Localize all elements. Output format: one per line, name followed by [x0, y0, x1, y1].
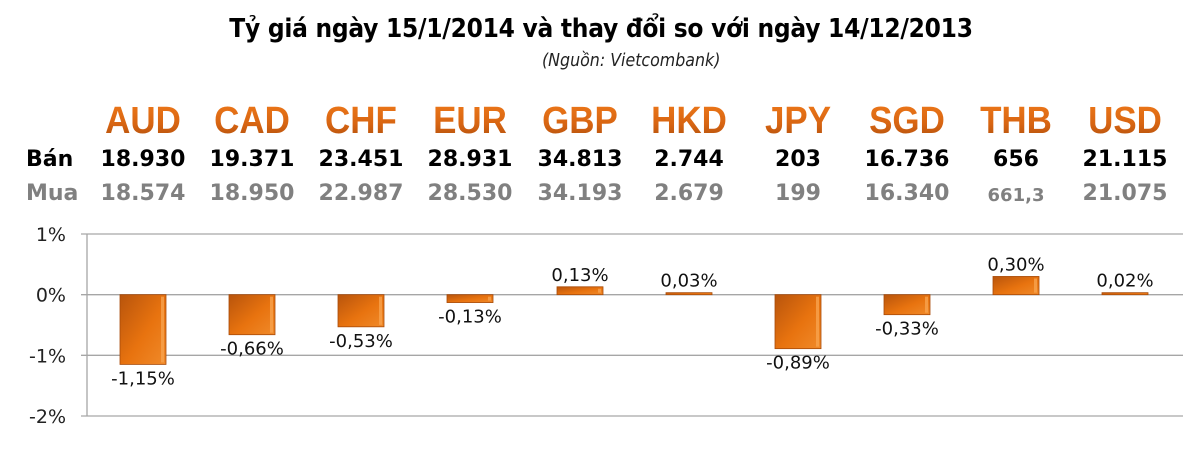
data-label-cad: -0,66%	[220, 339, 284, 360]
sell-rate-hkd: 2.744	[654, 147, 724, 172]
currency-code-chf: CHF	[310, 100, 411, 143]
bar-usd	[1101, 292, 1149, 296]
buy-rate-thb: 661,3	[987, 185, 1045, 206]
sell-rate-gbp: 34.813	[537, 147, 623, 172]
buy-rate-hkd: 2.679	[654, 181, 724, 206]
sell-rate-cad: 19.371	[209, 147, 295, 172]
y-axis: 1% 0% -1% -2%	[29, 224, 88, 428]
data-label-chf: -0,53%	[329, 331, 393, 352]
data-label-hkd: 0,03%	[660, 271, 717, 292]
bar-highlight	[379, 296, 382, 325]
buy-rate-eur: 28.530	[427, 181, 513, 206]
data-labels: -1,15% -0,66% -0,53% -0,13% 0,13% 0,03% -0,89%…	[111, 254, 1153, 389]
buy-label: Mua	[26, 181, 79, 206]
buy-rate-aud: 18.574	[100, 181, 186, 206]
sell-rate-aud: 18.930	[100, 147, 186, 172]
currency-code-hkd: HKD	[638, 100, 739, 143]
currency-header-row: AUD CAD CHF EUR GBP HKD JPY SGD THB USD	[0, 100, 1200, 143]
sell-rate-chf: 23.451	[318, 147, 404, 172]
bar-highlight	[1034, 278, 1037, 293]
bar-highlight	[925, 296, 928, 313]
currency-code-jpy: JPY	[747, 100, 848, 143]
change-bar-chart: 1% 0% -1% -2% -1,15% -0,66% -0,53% -0,13% 0,13%…	[29, 224, 1183, 428]
currency-code-aud: AUD	[92, 100, 193, 143]
y-tick-label: -2%	[29, 406, 66, 428]
buy-rate-usd: 21.075	[1082, 181, 1168, 206]
bar-gbp	[556, 286, 604, 296]
currency-code-eur: EUR	[419, 100, 520, 143]
chart-title: Tỷ giá ngày 15/1/2014 và thay đổi so với…	[229, 14, 973, 44]
data-label-thb: 0,30%	[987, 254, 1044, 275]
bar-thb	[992, 276, 1040, 296]
y-tick-label: 0%	[36, 285, 66, 307]
currency-code-sgd: SGD	[856, 100, 957, 143]
sell-rate-jpy: 203	[775, 147, 821, 172]
currency-code-cad: CAD	[201, 100, 302, 143]
data-label-eur: -0,13%	[438, 307, 502, 328]
sell-rate-sgd: 16.736	[864, 147, 950, 172]
bar-chf	[337, 294, 385, 328]
data-label-gbp: 0,13%	[551, 265, 608, 286]
data-label-sgd: -0,33%	[875, 319, 939, 340]
buy-rate-chf: 22.987	[318, 181, 404, 206]
bar-cad	[228, 294, 276, 336]
bars	[119, 276, 1149, 365]
bar-highlight	[598, 288, 601, 293]
sell-rate-eur: 28.931	[427, 147, 513, 172]
bar-aud	[119, 294, 167, 365]
bar-highlight	[816, 296, 819, 347]
bar-sgd	[883, 294, 931, 316]
bar-highlight	[488, 296, 491, 301]
data-label-jpy: -0,89%	[766, 353, 830, 374]
sell-rate-usd: 21.115	[1082, 147, 1168, 172]
y-tick-label: -1%	[29, 345, 66, 367]
bar-hkd	[665, 292, 713, 296]
bar-jpy	[774, 294, 822, 350]
buy-rate-row: Mua 18.574 18.950 22.987 28.530 34.193 2.679 1…	[0, 181, 1200, 221]
currency-code-usd: USD	[1074, 100, 1175, 143]
bar-eur	[446, 294, 494, 303]
y-tick-label: 1%	[36, 224, 66, 246]
sell-rate-row: Bán 18.930 19.371 23.451 28.931 34.813 2.744 2…	[0, 147, 1200, 187]
sell-rate-thb: 656	[993, 147, 1039, 172]
bar-highlight	[270, 296, 273, 333]
bar-highlight	[161, 296, 164, 363]
data-label-usd: 0,02%	[1096, 271, 1153, 292]
buy-rate-cad: 18.950	[209, 181, 295, 206]
chart-source: (Nguồn: Vietcombank)	[541, 50, 721, 71]
buy-rate-gbp: 34.193	[537, 181, 623, 206]
buy-rate-jpy: 199	[775, 181, 821, 206]
sell-label: Bán	[26, 147, 74, 172]
currency-code-thb: THB	[965, 100, 1066, 143]
data-label-aud: -1,15%	[111, 368, 175, 389]
buy-rate-sgd: 16.340	[864, 181, 950, 206]
currency-code-gbp: GBP	[529, 100, 630, 143]
